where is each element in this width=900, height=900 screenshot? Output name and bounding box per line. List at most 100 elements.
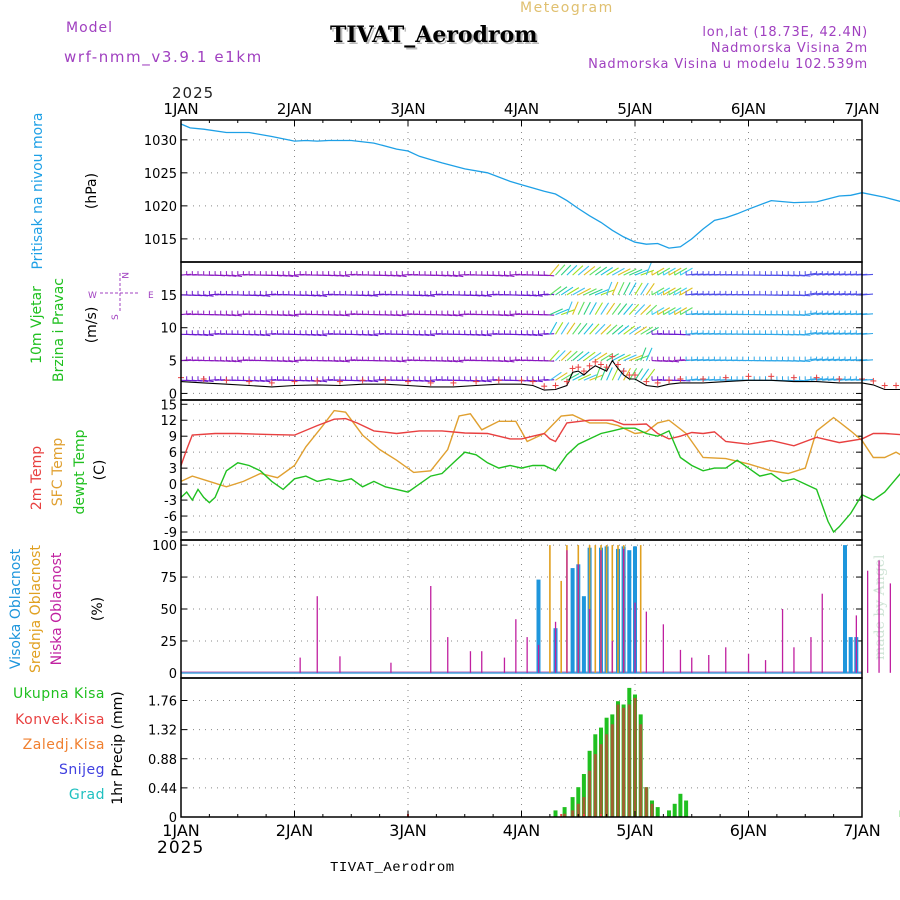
- temp-2m-line: [180, 417, 900, 466]
- wind-barb: [373, 293, 384, 296]
- conv-precip-bar: [593, 754, 597, 817]
- mid-cloud-axis-label: Srednja Oblacnost: [28, 545, 44, 673]
- pressure-unit-label: (hPa): [84, 173, 100, 209]
- compass-w: W: [88, 291, 97, 301]
- panel-bg: [181, 400, 862, 540]
- wind-barb: [634, 368, 644, 381]
- wind-barb: [317, 333, 328, 337]
- wind-barb: [549, 264, 560, 276]
- wind-barb: [203, 379, 214, 383]
- wind-barb: [424, 333, 435, 337]
- wind-barb: [447, 274, 458, 277]
- wind-barb: [390, 274, 401, 277]
- wind-barbs: [180, 261, 874, 383]
- wind-barb: [640, 282, 649, 296]
- wind-barb: [283, 360, 294, 363]
- wind-barb: [549, 371, 562, 381]
- wind-barb: [560, 264, 572, 276]
- total-precip-bar: [570, 797, 575, 817]
- wind-barb: [345, 359, 356, 362]
- wind-barb: [203, 294, 214, 297]
- wind-barb: [577, 287, 591, 296]
- wind-barb: [424, 294, 435, 297]
- wind-barb: [504, 360, 515, 363]
- x-tick-label-top: 3JAN: [390, 100, 425, 118]
- y-tick-label: 6: [169, 446, 177, 461]
- low-cloud-bar: [810, 637, 812, 673]
- conv-precip-bar: [560, 814, 563, 817]
- mid-cloud-bar: [639, 545, 642, 673]
- total-precip-bar: [672, 803, 677, 817]
- high-cloud-bar: [581, 596, 586, 673]
- wind-barb: [645, 368, 656, 381]
- y-tick-label: 0.44: [148, 782, 177, 797]
- dewpt-axis-label: dewpt Temp: [72, 429, 88, 514]
- wind-barb: [589, 266, 602, 276]
- wind-barb: [481, 294, 492, 297]
- low-cloud-axis-label: Niska Oblacnost: [49, 552, 65, 665]
- conv-precip-bar: [650, 803, 654, 817]
- conv-precip-bar: [599, 744, 603, 817]
- wind-barb: [572, 351, 584, 362]
- wind-barb: [544, 293, 555, 296]
- wind-barb: [226, 314, 237, 317]
- y-tick-label: 100: [152, 539, 177, 554]
- conv-precip-bar: [599, 814, 602, 817]
- low-cloud-bar: [747, 653, 750, 673]
- high-cloud-axis-label: Visoka Oblacnost: [8, 548, 24, 669]
- panel-bg: [181, 120, 862, 262]
- wind-barb: [583, 323, 594, 335]
- low-cloud-bar: [537, 644, 540, 673]
- conv-precip-bar: [633, 697, 637, 817]
- wind-barb: [634, 304, 646, 315]
- wind-barb: [544, 360, 555, 362]
- x-tick-label-bottom: 2JAN: [276, 821, 314, 840]
- conv-precip-bar: [588, 770, 592, 817]
- wind-barb: [260, 294, 271, 297]
- wind-barb: [390, 360, 401, 363]
- wind-barb: [396, 360, 407, 363]
- low-cloud-bar: [691, 657, 693, 673]
- wind-barb: [453, 314, 464, 317]
- wind-barb: [197, 294, 209, 297]
- total-precip-bar: [684, 800, 689, 817]
- high-cloud-bar: [627, 550, 632, 673]
- wind-barb: [645, 261, 653, 276]
- wind-barb: [311, 333, 322, 337]
- mid-cloud-bar: [605, 545, 608, 673]
- wind-barb: [861, 359, 874, 362]
- wind-barb: [612, 267, 625, 276]
- wind-barb: [549, 286, 562, 296]
- wind-barb: [577, 373, 592, 381]
- wind-barb: [617, 303, 628, 315]
- wind-barb: [532, 294, 543, 297]
- wind-barb: [861, 273, 874, 276]
- wind-barb: [600, 302, 610, 315]
- x-tick-label-top: 6JAN: [731, 100, 766, 118]
- wind-barb: [498, 360, 509, 363]
- wind-barb: [640, 304, 652, 315]
- y-tick-label: 9: [169, 430, 177, 445]
- wind-barb: [560, 322, 570, 335]
- wind-barb: [583, 351, 596, 362]
- wind-barb: [611, 367, 619, 381]
- x-tick-label-top: 1JAN: [163, 100, 198, 118]
- dewpt-temp-line: [180, 427, 900, 534]
- wind-barb: [589, 323, 600, 335]
- year-top: 2025: [172, 84, 215, 102]
- wind-barb: [510, 359, 521, 362]
- wind-barb: [544, 333, 555, 335]
- x-tick-label-bottom: 1JAN: [162, 821, 200, 840]
- wind-barb: [861, 293, 874, 296]
- wind-barb: [663, 360, 674, 363]
- wind-barb: [476, 333, 487, 337]
- wind-barb: [589, 288, 603, 296]
- wind-barb: [572, 322, 582, 335]
- mid-cloud-bar: [617, 545, 619, 673]
- wind-barb: [611, 302, 622, 315]
- y-tick-label: 1.32: [148, 724, 177, 739]
- wind-unit-label: (m/s): [84, 307, 100, 344]
- wind-barb: [532, 379, 543, 383]
- low-cloud-bar: [515, 619, 517, 673]
- wind-barb: [566, 322, 576, 335]
